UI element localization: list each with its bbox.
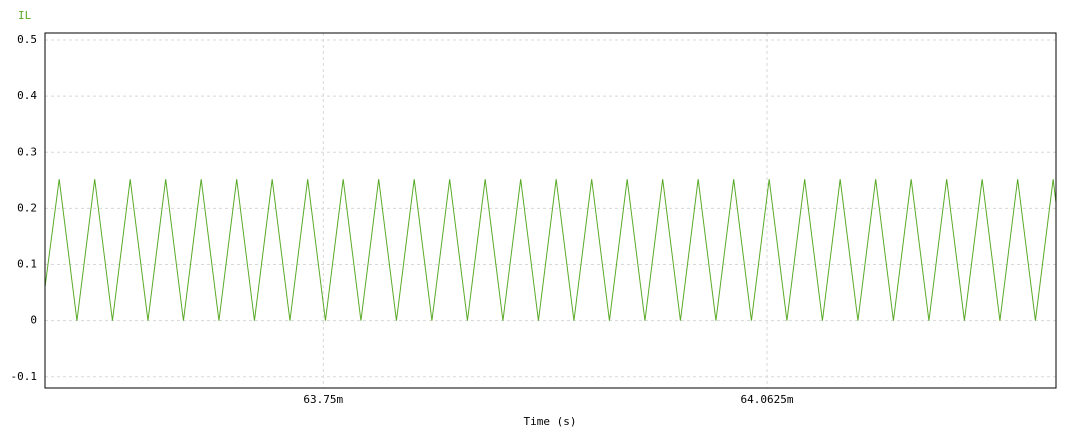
- x-tick-label: 64.0625m: [741, 393, 794, 406]
- y-tick-label: 0.5: [17, 33, 37, 46]
- y-tick-label: 0.4: [17, 89, 37, 102]
- y-tick-label: 0.3: [17, 145, 37, 158]
- y-tick-label: 0.2: [17, 201, 37, 214]
- y-tick-label: 0: [30, 314, 37, 327]
- x-tick-label: 63.75m: [303, 393, 343, 406]
- series-line: [44, 179, 1057, 321]
- legend-entry: IL: [18, 9, 32, 22]
- plot-frame: [44, 32, 1057, 389]
- x-axis-label: Time (s): [524, 415, 577, 428]
- y-tick-label: -0.1: [11, 370, 38, 383]
- y-tick-label: 0.1: [17, 258, 37, 271]
